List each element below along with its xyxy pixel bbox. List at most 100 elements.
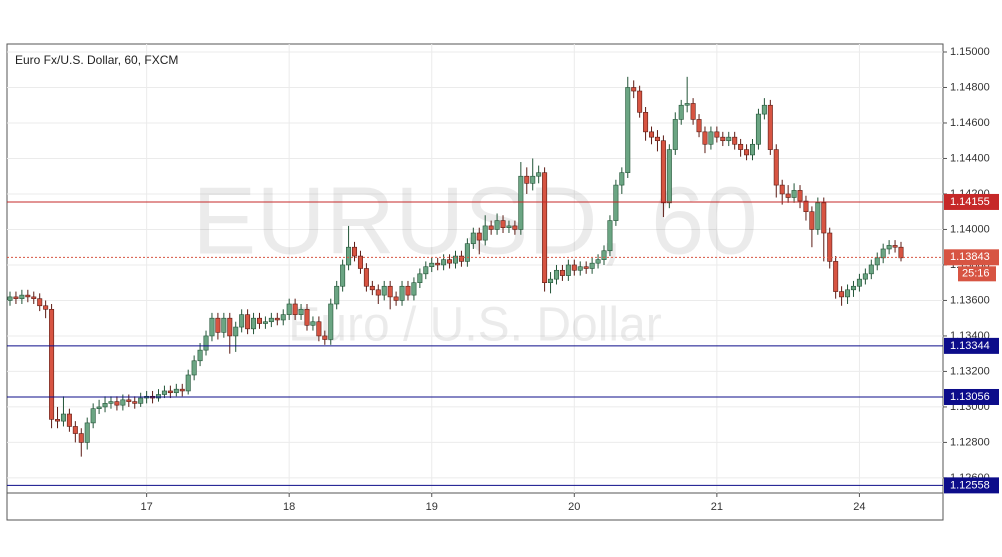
- candle-body: [643, 112, 649, 133]
- candle-body: [726, 136, 732, 142]
- candle-body: [72, 426, 78, 434]
- candle-body: [785, 193, 791, 198]
- candle-body: [429, 262, 435, 268]
- candle-body: [191, 360, 197, 376]
- candle-body: [738, 143, 744, 150]
- candle-body: [280, 314, 286, 321]
- candle-body: [708, 131, 714, 145]
- candle-body: [827, 232, 833, 262]
- candle-body: [779, 184, 785, 195]
- candle-body: [375, 289, 381, 296]
- candle-body: [720, 136, 726, 142]
- candle-body: [357, 255, 363, 269]
- candle-body: [536, 172, 542, 177]
- x-tick-label: 20: [568, 501, 580, 513]
- candle-body: [613, 184, 619, 221]
- candle-body: [227, 317, 233, 337]
- level-label-bg: [944, 337, 999, 354]
- candle-body: [423, 266, 429, 275]
- candle-body: [749, 143, 755, 156]
- level-label: 1.13344: [950, 340, 990, 352]
- candle-body: [761, 104, 767, 115]
- candle-body: [577, 266, 583, 271]
- x-tick-label: 24: [853, 501, 865, 513]
- candle-body: [595, 259, 601, 264]
- candle-body: [405, 285, 411, 296]
- candle-body: [60, 413, 66, 422]
- candle-body: [346, 246, 352, 266]
- candle-body: [251, 317, 257, 330]
- candle-body: [78, 433, 84, 443]
- candle-body: [203, 335, 209, 351]
- level-label-bg: [944, 249, 999, 266]
- candle-body: [233, 326, 239, 337]
- candle-body: [411, 282, 417, 296]
- candle-body: [500, 220, 506, 228]
- candle-body: [874, 257, 880, 266]
- plot-frame: [6, 43, 944, 521]
- x-tick-label: 21: [711, 501, 723, 513]
- candle-body: [441, 259, 447, 266]
- candle-body: [755, 113, 761, 145]
- candle-body: [494, 220, 500, 230]
- candle-body: [839, 291, 845, 298]
- grid: 1.126001.128001.130001.132001.134001.136…: [7, 44, 990, 513]
- countdown: 25:16: [962, 268, 990, 280]
- watermark: EURUSD, 60: [192, 167, 758, 274]
- candle-body: [464, 243, 470, 262]
- candle-body: [209, 317, 215, 337]
- candle-body: [553, 269, 559, 280]
- candle-body: [328, 303, 334, 340]
- candle-body: [886, 245, 892, 250]
- candle-body: [363, 268, 369, 287]
- level-label: 1.13056: [950, 391, 990, 403]
- candle-body: [892, 245, 898, 248]
- candle-body: [114, 401, 120, 406]
- candle-body: [221, 317, 227, 333]
- y-tick-label: 1.14000: [950, 223, 990, 235]
- candle-body: [488, 225, 494, 230]
- y-tick-label: 1.13600: [950, 294, 990, 306]
- candle-body: [120, 399, 126, 406]
- candle-body: [458, 255, 464, 262]
- candle-body: [637, 90, 643, 113]
- candle-body: [19, 294, 25, 299]
- x-tick-label: 17: [140, 501, 152, 513]
- x-tick-label: 18: [283, 501, 295, 513]
- candle-body: [304, 309, 310, 326]
- countdown-bg: [958, 266, 996, 282]
- candle-body: [702, 131, 708, 145]
- candle-body: [868, 264, 874, 275]
- candle-body: [845, 289, 851, 298]
- candle-body: [714, 131, 720, 138]
- candle-body: [690, 103, 696, 120]
- candle-body: [649, 131, 655, 138]
- candle-body: [84, 422, 90, 443]
- candle-body: [322, 335, 328, 340]
- y-tick-label: 1.12800: [950, 436, 990, 448]
- candle-body: [797, 190, 803, 202]
- candle-body: [791, 190, 797, 198]
- candle-body: [744, 149, 750, 156]
- candle-body: [49, 309, 55, 420]
- candle-body: [102, 403, 108, 408]
- candle-body: [821, 202, 827, 234]
- candle-body: [518, 175, 524, 230]
- candle-body: [512, 225, 518, 230]
- candle-body: [696, 119, 702, 133]
- candle-body: [542, 172, 548, 283]
- candle-body: [340, 264, 346, 287]
- levels: 1.14155 1.13843 25:16 1.13344 1.13056 1.12558: [7, 193, 999, 494]
- candle-body: [66, 413, 72, 427]
- candle-body: [530, 175, 536, 184]
- candle-body: [393, 296, 399, 301]
- level-label-bg: [944, 388, 999, 405]
- candle-body: [476, 232, 482, 241]
- candle-body: [684, 103, 690, 106]
- chart-title: Euro Fx/U.S. Dollar, 60, FXCM: [15, 53, 178, 67]
- candle-body: [215, 317, 221, 333]
- candle-body: [482, 225, 488, 241]
- candle-body: [43, 305, 49, 310]
- candle-body: [856, 278, 862, 287]
- candle-body: [660, 140, 666, 204]
